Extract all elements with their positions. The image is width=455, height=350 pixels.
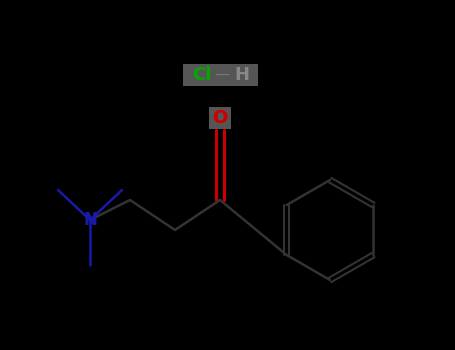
FancyBboxPatch shape	[182, 64, 258, 86]
Text: —: —	[214, 66, 230, 82]
FancyBboxPatch shape	[209, 107, 231, 129]
Text: N: N	[83, 211, 97, 229]
Text: O: O	[212, 109, 228, 127]
Text: O: O	[212, 109, 228, 127]
Text: H: H	[234, 66, 249, 84]
Text: Cl: Cl	[192, 66, 212, 84]
